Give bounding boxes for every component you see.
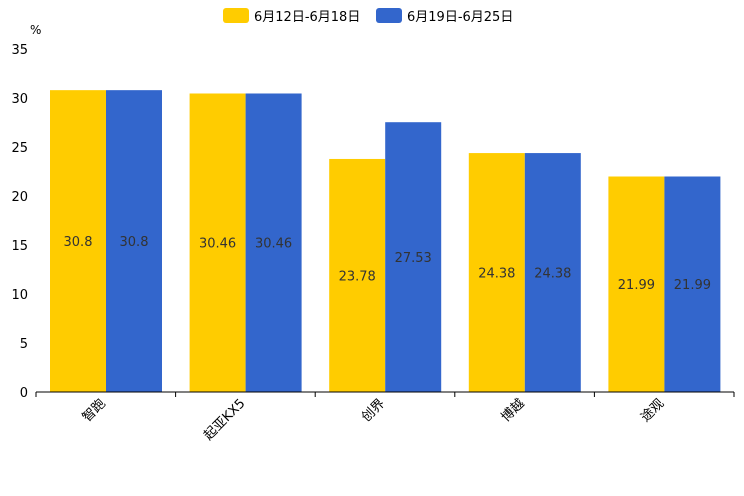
y-axis: 0 5 10 15 20 25 30 35 — [11, 43, 28, 401]
data-label-2-3: 27.53 — [395, 251, 432, 266]
bar-1-4[interactable] — [468, 153, 525, 392]
bar-2-2[interactable] — [245, 93, 302, 392]
x-tick-label-2: 起亚KX5 — [201, 396, 248, 443]
y-tick-label-5: 5 — [20, 337, 28, 352]
legend-item-series-2[interactable]: 6月19日-6月25日 — [376, 8, 513, 25]
legend-item-series-1[interactable]: 6月12日-6月18日 — [223, 8, 360, 25]
legend: 6月12日-6月18日 6月19日-6月25日 — [223, 8, 513, 25]
bar-1-3[interactable] — [329, 158, 386, 392]
y-axis-unit-label: % — [30, 23, 41, 37]
data-label-1-5: 21.99 — [618, 278, 655, 293]
data-label-1-2: 30.46 — [199, 237, 236, 252]
bar-2-3[interactable] — [385, 122, 442, 393]
data-label-1-4: 24.38 — [478, 267, 515, 282]
data-label-2-1: 30.8 — [120, 235, 149, 250]
data-label-2-5: 21.99 — [674, 278, 711, 293]
x-tick-label-1: 智跑 — [80, 396, 109, 425]
data-label-2-2: 30.46 — [255, 237, 292, 252]
data-labels: 30.8 30.8 30.46 30.46 23.78 27.53 24.38 24.38 21… — [64, 235, 711, 293]
legend-label-series-1: 6月12日-6月18日 — [254, 10, 360, 25]
legend-swatch-series-2 — [376, 8, 402, 23]
y-tick-label-15: 15 — [11, 239, 28, 254]
bar-1-5[interactable] — [608, 176, 665, 392]
bar-2-1[interactable] — [106, 90, 162, 392]
legend-label-series-2: 6月19日-6月25日 — [407, 10, 513, 25]
legend-swatch-series-1 — [223, 8, 249, 23]
bar-2-4[interactable] — [524, 153, 581, 392]
x-tick-label-5: 途观 — [638, 396, 668, 426]
y-tick-label-35: 35 — [11, 43, 28, 58]
x-axis: 智跑 起亚KX5 创界 博越 途观 — [35, 391, 735, 443]
bars — [50, 90, 721, 393]
y-tick-label-0: 0 — [20, 386, 28, 401]
bar-2-5[interactable] — [664, 176, 721, 392]
data-label-1-1: 30.8 — [64, 235, 93, 250]
data-label-2-4: 24.38 — [534, 267, 571, 282]
x-tick-label-4: 博越 — [499, 396, 528, 425]
y-tick-label-20: 20 — [11, 190, 28, 205]
bar-1-1[interactable] — [50, 90, 106, 392]
y-tick-label-30: 30 — [11, 92, 28, 107]
x-tick-label-3: 创界 — [359, 396, 388, 425]
bar-1-2[interactable] — [189, 93, 246, 392]
y-tick-label-10: 10 — [11, 288, 28, 303]
y-tick-label-25: 25 — [11, 141, 28, 156]
data-label-1-3: 23.78 — [339, 269, 376, 284]
